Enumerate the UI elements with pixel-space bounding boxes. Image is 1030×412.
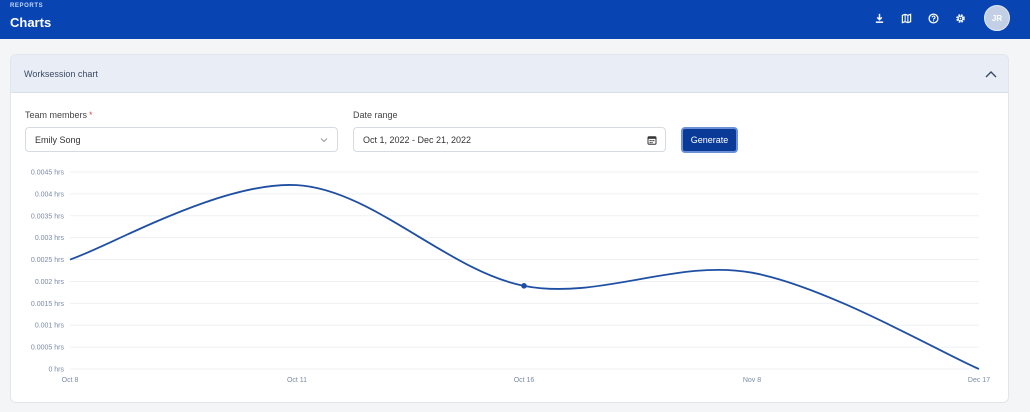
x-tick-label: Oct 11 [287, 377, 307, 384]
y-tick-label: 0.0005 hrs [31, 345, 65, 352]
map-icon[interactable] [899, 11, 913, 25]
top-app-bar: REPORTS Charts JR [0, 0, 1030, 39]
y-tick-label: 0 hrs [48, 367, 64, 374]
team-members-label-text: Team members [25, 110, 88, 120]
team-members-label: Team members * [25, 110, 93, 120]
x-tick-label: Oct 8 [62, 377, 79, 384]
team-members-select[interactable]: Emily Song [25, 127, 338, 152]
y-tick-label: 0.003 hrs [35, 235, 65, 242]
team-members-value: Emily Song [35, 135, 81, 145]
y-tick-label: 0.0015 hrs [31, 301, 65, 308]
y-tick-label: 0.004 hrs [35, 191, 65, 198]
date-range-label: Date range [353, 110, 398, 120]
required-marker: * [89, 110, 93, 120]
calendar-icon[interactable] [647, 135, 657, 145]
x-tick-label: Nov 8 [743, 377, 761, 384]
date-range-value: Oct 1, 2022 - Dec 21, 2022 [363, 135, 472, 145]
help-icon[interactable] [926, 11, 940, 25]
y-tick-label: 0.002 hrs [35, 279, 65, 286]
series-line [69, 184, 980, 370]
data-point[interactable] [521, 283, 527, 289]
generate-button[interactable]: Generate [681, 127, 738, 153]
y-tick-label: 0.0045 hrs [31, 170, 65, 177]
x-tick-label: Dec 17 [968, 377, 990, 384]
user-avatar[interactable]: JR [984, 5, 1010, 31]
toolbar-icons: JR [872, 5, 1010, 31]
page-title: Charts [10, 15, 52, 30]
settings-icon[interactable] [953, 11, 967, 25]
x-tick-label: Oct 16 [514, 377, 535, 384]
panel-header[interactable]: Worksession chart [11, 55, 1008, 93]
y-tick-label: 0.001 hrs [35, 323, 65, 330]
section-eyebrow: REPORTS [10, 3, 44, 9]
download-icon[interactable] [872, 11, 886, 25]
chevron-up-icon[interactable] [984, 68, 998, 80]
chevron-down-icon [320, 138, 328, 143]
worksession-chart-panel: Worksession chart [10, 54, 1009, 403]
panel-title: Worksession chart [24, 69, 98, 79]
y-tick-label: 0.0035 hrs [31, 213, 65, 220]
y-tick-label: 0.0025 hrs [31, 257, 65, 264]
date-range-input[interactable]: Oct 1, 2022 - Dec 21, 2022 [353, 127, 666, 152]
